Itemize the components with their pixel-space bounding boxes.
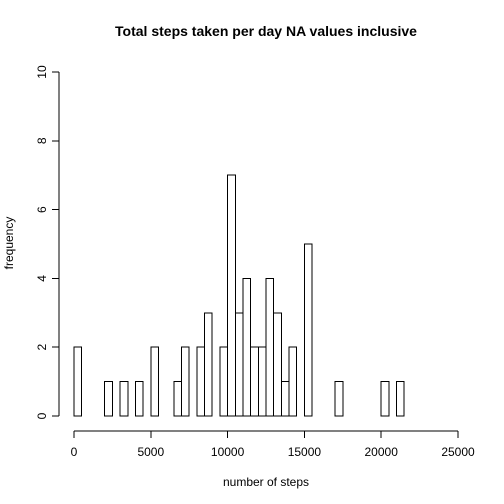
histogram-bar xyxy=(334,381,344,417)
histogram-bar xyxy=(380,381,390,417)
histogram-bar xyxy=(134,381,144,417)
histogram-bar xyxy=(204,312,213,417)
y-tick-label: 10 xyxy=(35,65,49,79)
histogram-bar xyxy=(119,381,129,417)
histogram-bar xyxy=(257,346,267,417)
y-tick-label: 6 xyxy=(35,206,49,213)
histogram-bar xyxy=(196,346,206,417)
x-axis: 0 5000 10000 15000 20000 25000 xyxy=(71,430,475,459)
histogram-bar xyxy=(219,346,229,417)
y-tick-label: 2 xyxy=(35,344,49,351)
y-tick-label: 0 xyxy=(35,412,49,419)
histogram-bar xyxy=(250,346,259,417)
bars-group xyxy=(73,174,405,417)
histogram-bar xyxy=(273,312,282,417)
x-axis-label: number of steps xyxy=(223,475,309,489)
histogram-bar xyxy=(173,381,183,417)
histogram-bar xyxy=(104,381,113,417)
x-tick-label: 25000 xyxy=(441,445,475,459)
histogram-bar xyxy=(280,381,290,417)
histogram-bar xyxy=(242,277,252,417)
histogram-bar xyxy=(303,243,313,417)
x-tick-label: 20000 xyxy=(365,445,399,459)
x-tick-label: 0 xyxy=(71,445,78,459)
histogram-bar xyxy=(73,346,83,417)
histogram-bar xyxy=(396,381,405,417)
chart-title: Total steps taken per day NA values incl… xyxy=(115,23,417,39)
y-axis-label: frequency xyxy=(2,217,16,270)
histogram-bar xyxy=(181,346,190,417)
histogram-bar xyxy=(288,346,298,417)
y-tick-label: 4 xyxy=(35,275,49,282)
histogram-bar xyxy=(227,174,236,417)
histogram-bar xyxy=(150,346,159,417)
x-tick-label: 10000 xyxy=(211,445,245,459)
x-tick-label: 15000 xyxy=(288,445,322,459)
x-tick-label: 5000 xyxy=(137,445,164,459)
histogram-bar xyxy=(234,312,244,417)
histogram-bar xyxy=(265,277,275,417)
y-tick-label: 8 xyxy=(35,137,49,144)
y-axis: 0 2 4 6 8 10 xyxy=(35,65,60,419)
